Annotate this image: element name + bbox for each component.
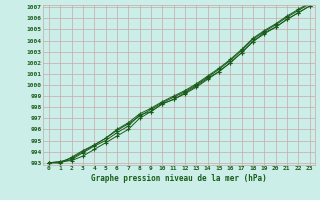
X-axis label: Graphe pression niveau de la mer (hPa): Graphe pression niveau de la mer (hPa): [91, 174, 267, 183]
